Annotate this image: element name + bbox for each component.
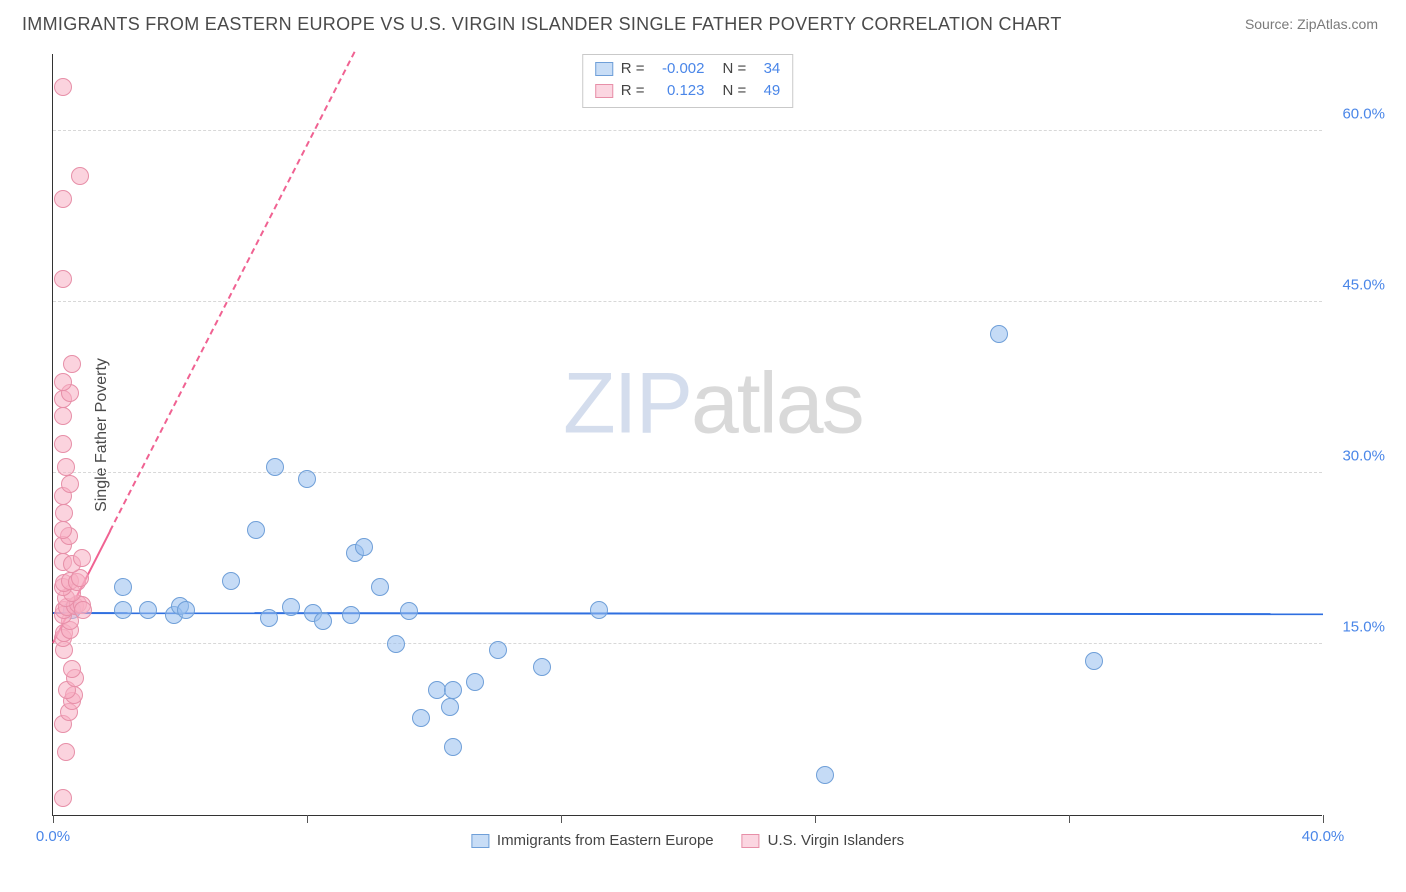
- data-point: [54, 373, 72, 391]
- legend-item: U.S. Virgin Islanders: [742, 832, 904, 849]
- legend-n-value: 49: [754, 80, 780, 102]
- scatter-plot: Single Father Poverty ZIPatlas R = -0.00…: [52, 54, 1322, 816]
- legend-swatch-pink: [595, 84, 613, 98]
- x-tick-mark: [53, 815, 54, 823]
- data-point: [57, 743, 75, 761]
- x-tick-label: 40.0%: [1302, 828, 1345, 845]
- x-tick-mark: [561, 815, 562, 823]
- legend-r-value: -0.002: [653, 58, 705, 80]
- data-point: [387, 635, 405, 653]
- legend-series: Immigrants from Eastern Europe U.S. Virg…: [471, 832, 904, 849]
- gridline: [53, 643, 1322, 644]
- legend-n-label: N =: [723, 80, 747, 102]
- data-point: [282, 598, 300, 616]
- data-point: [298, 470, 316, 488]
- y-tick-label: 45.0%: [1342, 276, 1385, 293]
- legend-swatch-blue: [471, 834, 489, 848]
- data-point: [63, 355, 81, 373]
- data-point: [590, 601, 608, 619]
- gridline: [53, 472, 1322, 473]
- data-point: [533, 658, 551, 676]
- y-axis-label: Single Father Poverty: [93, 358, 111, 512]
- data-point: [260, 609, 278, 627]
- legend-item: Immigrants from Eastern Europe: [471, 832, 714, 849]
- data-point: [1085, 652, 1103, 670]
- x-tick-mark: [1069, 815, 1070, 823]
- data-point: [71, 167, 89, 185]
- data-point: [441, 698, 459, 716]
- data-point: [54, 789, 72, 807]
- data-point: [247, 521, 265, 539]
- data-point: [61, 475, 79, 493]
- data-point: [54, 270, 72, 288]
- legend-n-value: 34: [754, 58, 780, 80]
- chart-title: IMMIGRANTS FROM EASTERN EUROPE VS U.S. V…: [22, 14, 1062, 35]
- data-point: [73, 549, 91, 567]
- data-point: [177, 601, 195, 619]
- data-point: [139, 601, 157, 619]
- data-point: [54, 435, 72, 453]
- legend-label: U.S. Virgin Islanders: [768, 832, 904, 849]
- y-tick-label: 15.0%: [1342, 618, 1385, 635]
- y-tick-label: 30.0%: [1342, 447, 1385, 464]
- data-point: [55, 504, 73, 522]
- data-point: [400, 602, 418, 620]
- gridline: [53, 301, 1322, 302]
- data-point: [74, 601, 92, 619]
- legend-swatch-pink: [742, 834, 760, 848]
- watermark-zip: ZIP: [563, 356, 691, 452]
- data-point: [54, 78, 72, 96]
- x-tick-label: 0.0%: [36, 828, 70, 845]
- data-point: [222, 572, 240, 590]
- legend-swatch-blue: [595, 62, 613, 76]
- data-point: [314, 612, 332, 630]
- legend-stats-row: R = -0.002 N = 34: [595, 58, 781, 80]
- legend-n-label: N =: [723, 58, 747, 80]
- data-point: [114, 601, 132, 619]
- data-point: [466, 673, 484, 691]
- data-point: [114, 578, 132, 596]
- data-point: [816, 766, 834, 784]
- data-point: [444, 738, 462, 756]
- y-tick-label: 60.0%: [1342, 105, 1385, 122]
- data-point: [412, 709, 430, 727]
- watermark: ZIPatlas: [563, 355, 862, 454]
- legend-r-label: R =: [621, 80, 645, 102]
- legend-label: Immigrants from Eastern Europe: [497, 832, 714, 849]
- data-point: [489, 641, 507, 659]
- data-point: [57, 458, 75, 476]
- data-point: [54, 521, 72, 539]
- legend-stats: R = -0.002 N = 34 R = 0.123 N = 49: [582, 54, 794, 108]
- data-point: [444, 681, 462, 699]
- x-tick-mark: [1323, 815, 1324, 823]
- data-point: [990, 325, 1008, 343]
- x-tick-mark: [307, 815, 308, 823]
- x-tick-mark: [815, 815, 816, 823]
- legend-r-label: R =: [621, 58, 645, 80]
- data-point: [54, 190, 72, 208]
- trend-line: [109, 52, 355, 532]
- trend-line: [53, 612, 1323, 615]
- gridline: [53, 130, 1322, 131]
- legend-stats-row: R = 0.123 N = 49: [595, 80, 781, 102]
- data-point: [54, 407, 72, 425]
- data-point: [342, 606, 360, 624]
- data-point: [266, 458, 284, 476]
- data-point: [371, 578, 389, 596]
- watermark-atlas: atlas: [691, 356, 863, 452]
- source-attribution: Source: ZipAtlas.com: [1245, 16, 1378, 32]
- legend-r-value: 0.123: [653, 80, 705, 102]
- data-point: [63, 660, 81, 678]
- data-point: [355, 538, 373, 556]
